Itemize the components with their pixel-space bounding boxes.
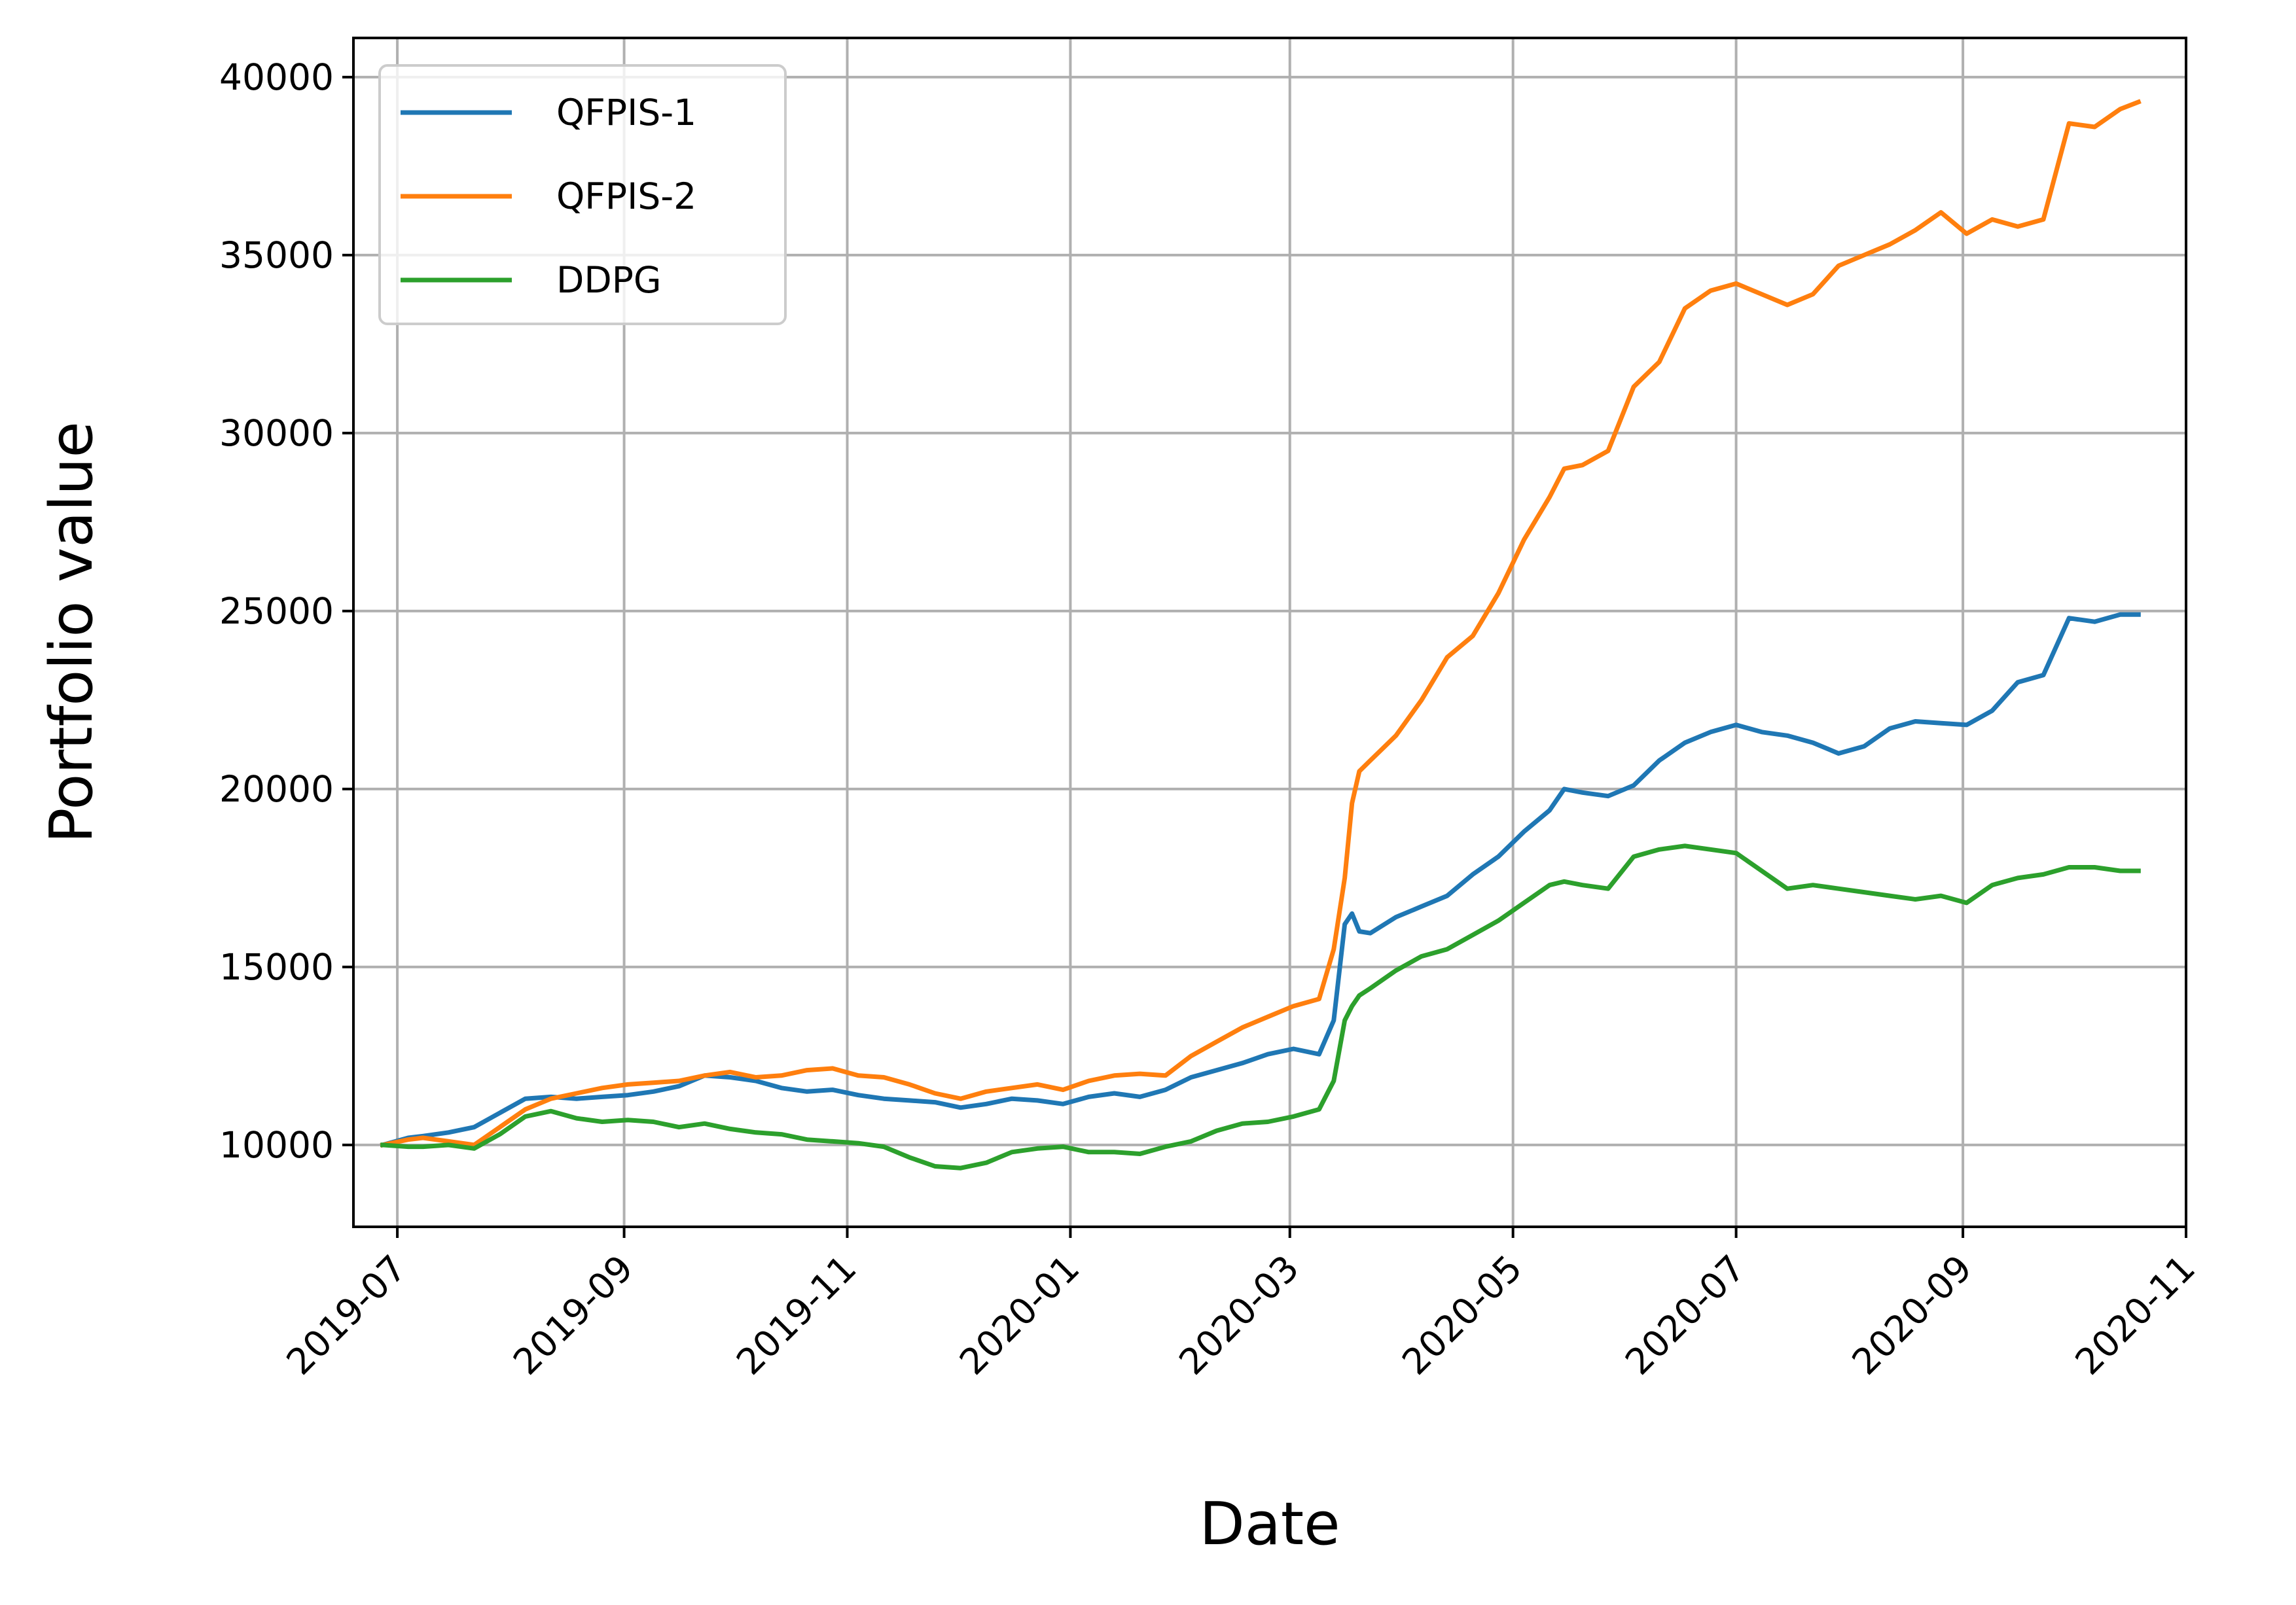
legend-box	[378, 64, 787, 325]
y-tick-label: 25000	[219, 590, 334, 632]
series-line-qfpis-1	[380, 612, 2141, 1148]
legend-label-ddpg: DDPG	[556, 259, 662, 301]
axes	[352, 37, 2187, 1228]
series-line-ddpg	[380, 843, 2141, 1171]
series-lines	[380, 99, 2142, 1171]
y-tick-label: 20000	[219, 768, 334, 810]
legend: QFPIS-1 QFPIS-2 DDPG	[378, 64, 787, 325]
y-tick-label: 35000	[219, 234, 334, 276]
grid-lines	[353, 38, 2187, 1227]
x-axis-title: Date	[1199, 1490, 1340, 1559]
plot-frame	[352, 37, 2187, 1228]
y-tick-label: 10000	[219, 1124, 334, 1166]
y-tick-label: 40000	[219, 56, 334, 98]
series-line-qfpis-2	[380, 99, 2142, 1148]
y-axis-title: Portfolio value	[37, 421, 106, 843]
y-tick-label: 30000	[219, 412, 334, 454]
legend-label-qfpis-2: QFPIS-2	[556, 175, 696, 217]
y-tick-label: 15000	[219, 946, 334, 988]
legend-label-qfpis-1: QFPIS-1	[556, 92, 696, 133]
